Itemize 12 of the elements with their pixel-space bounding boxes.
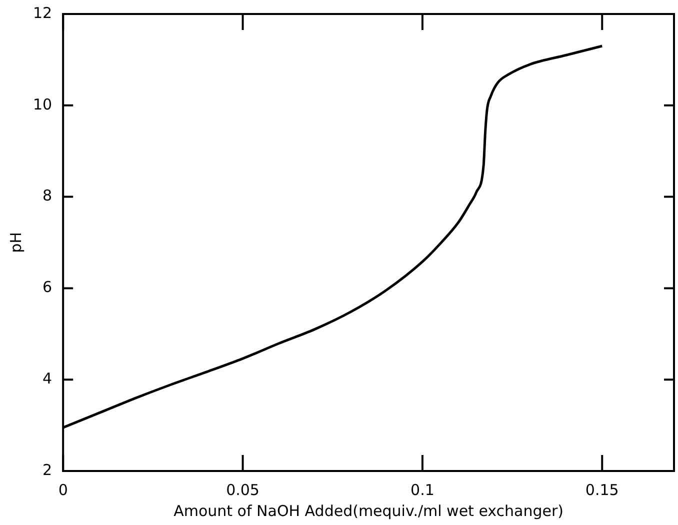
x-axis-title: Amount of NaOH Added(mequiv./ml wet exchanger) — [174, 502, 564, 520]
y-tick-label: 6 — [42, 278, 52, 296]
y-tick-label: 12 — [32, 4, 52, 22]
x-tick-label: 0.05 — [226, 480, 260, 499]
x-tick-label: 0.15 — [585, 480, 619, 499]
x-tick-label: 0 — [58, 480, 68, 499]
y-tick-label: 4 — [42, 369, 52, 388]
x-tick-label: 0.1 — [410, 480, 434, 499]
y-tick-label: 8 — [42, 186, 52, 205]
y-tick-label: 2 — [42, 460, 52, 479]
y-axis-title: pH — [6, 232, 25, 253]
y-tick-label: 10 — [32, 95, 52, 114]
